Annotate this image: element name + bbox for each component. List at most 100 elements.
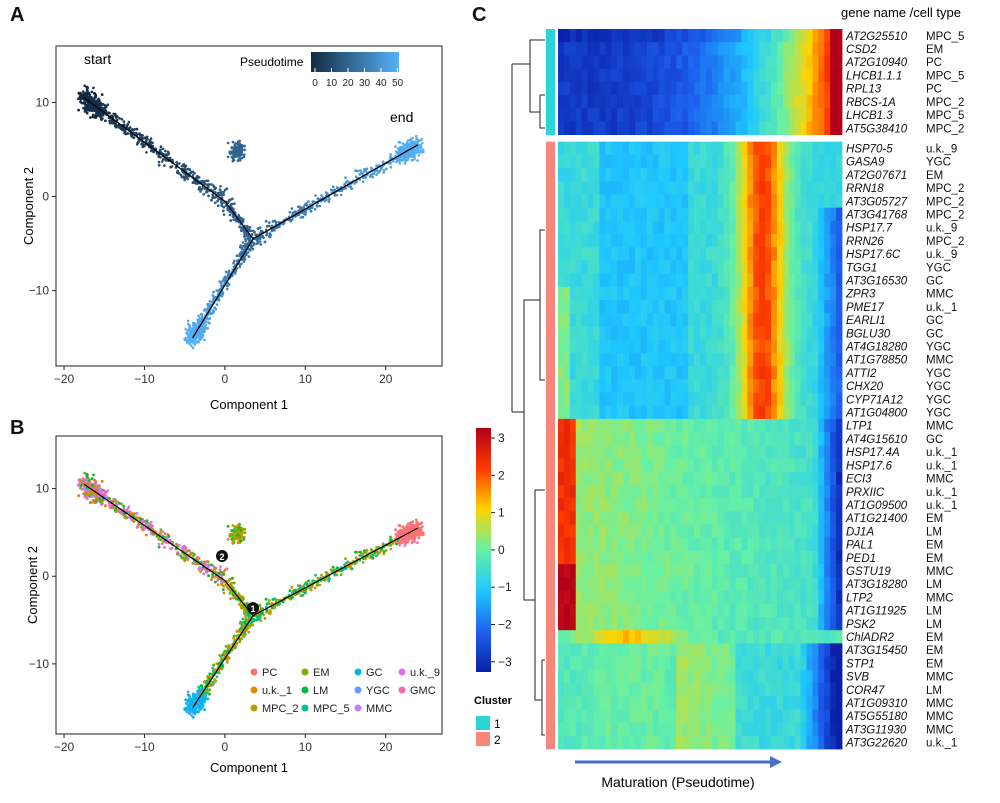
- cell-point: [222, 193, 225, 196]
- cell-point: [263, 240, 267, 244]
- cell-point: [210, 198, 213, 202]
- cell-point: [196, 318, 200, 322]
- cell-point: [214, 191, 217, 194]
- cell-point: [161, 160, 164, 163]
- cell-point: [227, 269, 231, 273]
- cell-point: [191, 346, 195, 350]
- cell-point: [231, 140, 235, 144]
- cell-point: [221, 279, 225, 283]
- cell-point: [92, 91, 96, 95]
- cell-point: [241, 241, 245, 244]
- cell-point: [274, 221, 278, 224]
- cell-point: [400, 148, 404, 151]
- cell-point: [251, 247, 255, 251]
- cell-point: [202, 192, 206, 196]
- pseudotime-legend-title: Pseudotime: [240, 55, 304, 69]
- cell-point: [191, 170, 194, 174]
- trajectory-segment: [224, 200, 254, 240]
- cell-point: [238, 225, 241, 229]
- x-tick-label: −10: [134, 372, 155, 386]
- cell-point: [240, 247, 244, 251]
- cell-point: [229, 219, 232, 222]
- cell-point: [215, 303, 219, 306]
- cell-point: [198, 318, 202, 322]
- cell-point: [216, 204, 220, 207]
- cell-point: [133, 128, 136, 131]
- cell-point: [197, 314, 200, 318]
- cell-point: [145, 533, 148, 537]
- cell-point: [225, 660, 229, 664]
- cell-point: [186, 329, 190, 332]
- cell-point: [243, 153, 246, 156]
- cell-point: [193, 171, 196, 175]
- cell-point: [197, 340, 200, 344]
- cell-point: [410, 143, 413, 147]
- cell-point: [92, 473, 95, 477]
- cell-point: [346, 179, 349, 183]
- cell-point: [212, 290, 215, 294]
- cell-point: [175, 161, 178, 164]
- cell-point: [359, 169, 362, 172]
- cell-point: [220, 200, 223, 204]
- cell-point: [299, 207, 302, 211]
- cell-point: [309, 588, 313, 592]
- cell-point: [200, 313, 203, 316]
- cell-point: [361, 180, 365, 183]
- cell-point: [369, 548, 373, 551]
- cell-point: [161, 530, 165, 534]
- cell-point: [242, 230, 246, 234]
- cell-point: [208, 300, 212, 303]
- cell-point: [220, 294, 224, 298]
- cell-point: [339, 573, 343, 577]
- cell-point: [228, 198, 231, 202]
- cell-point: [90, 477, 94, 481]
- cell-point: [236, 150, 240, 154]
- cell-point: [200, 188, 204, 191]
- cell-point: [103, 489, 106, 493]
- cell-point: [260, 235, 264, 238]
- cell-point: [135, 127, 139, 131]
- cell-point: [354, 169, 357, 172]
- cell-point: [226, 155, 230, 159]
- cell-point: [313, 586, 317, 590]
- cell-point: [192, 324, 195, 327]
- cell-point: [92, 106, 96, 109]
- cell-point: [85, 111, 89, 115]
- cell-point: [243, 148, 247, 152]
- cell-point: [90, 90, 94, 94]
- cell-point: [328, 198, 331, 201]
- cell-point: [240, 262, 243, 266]
- cell-point: [256, 241, 260, 245]
- cell-point: [394, 145, 397, 148]
- cell-point: [149, 520, 153, 524]
- cell-point: [379, 167, 383, 171]
- cell-point: [229, 597, 233, 600]
- cell-point: [118, 117, 121, 120]
- legend-tick-label: 0: [312, 78, 318, 89]
- cell-point: [195, 335, 198, 339]
- cell-point: [232, 151, 236, 154]
- cell-point: [214, 201, 217, 205]
- cell-point: [151, 149, 155, 153]
- legend-tick-label: 10: [326, 78, 338, 89]
- panel-a-cells: [77, 84, 425, 350]
- cell-point: [278, 225, 281, 229]
- cell-point: [247, 630, 251, 634]
- cell-point: [92, 478, 96, 482]
- cell-point: [200, 326, 203, 330]
- cell-point: [103, 106, 107, 110]
- cell-point: [238, 640, 242, 644]
- cell-point: [203, 308, 207, 311]
- cell-point: [368, 175, 372, 178]
- cell-point: [320, 573, 323, 577]
- cell-point: [143, 136, 146, 140]
- cell-point: [271, 220, 275, 223]
- cell-point: [253, 230, 256, 234]
- cell-point: [157, 542, 161, 546]
- cell-point: [252, 243, 256, 246]
- cell-point: [221, 588, 225, 591]
- cell-point: [226, 586, 230, 589]
- cell-point: [317, 197, 320, 201]
- cell-point: [389, 535, 392, 539]
- cell-point: [96, 108, 99, 112]
